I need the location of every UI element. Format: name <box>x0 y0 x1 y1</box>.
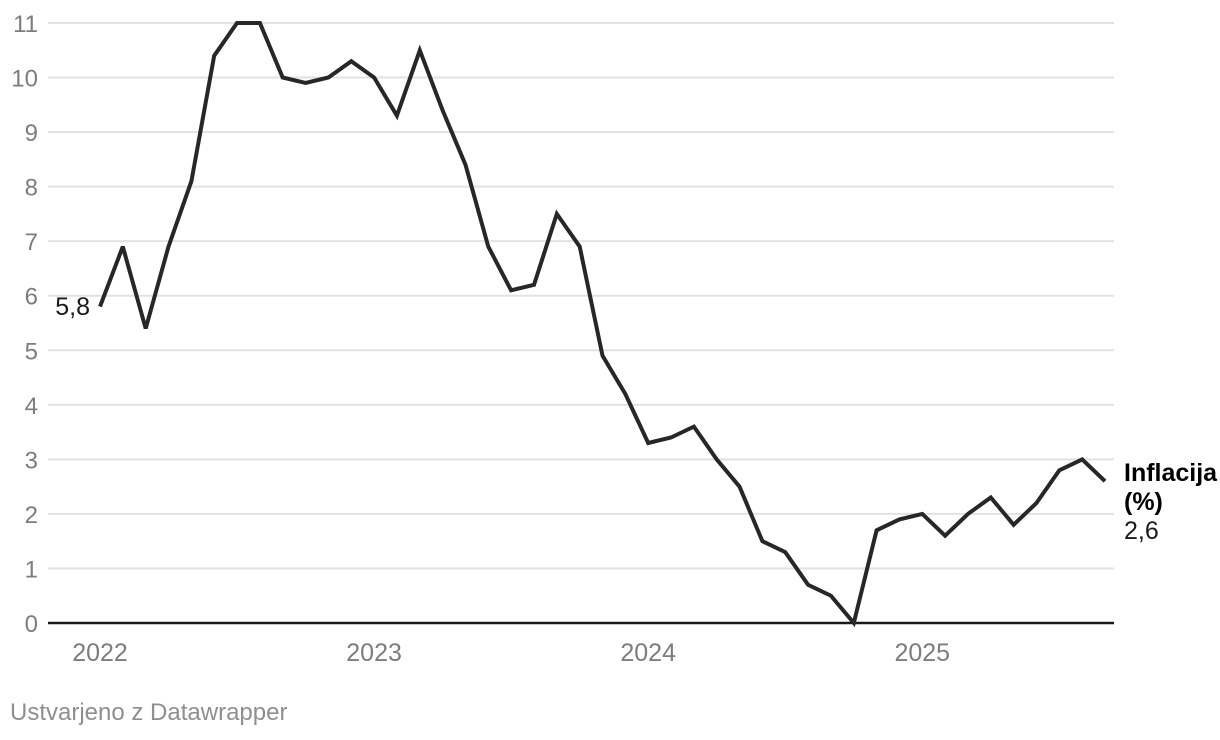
y-axis-label: 5 <box>25 338 38 365</box>
inflation-series-line <box>98 21 1107 628</box>
y-axis-label: 11 <box>13 11 38 38</box>
x-axis-label: 2025 <box>894 639 950 667</box>
series-end-annotation: Inflacija (%) 2,6 <box>1124 459 1217 546</box>
y-axis-label: 1 <box>25 556 38 583</box>
y-axis-label: 2 <box>25 502 38 529</box>
x-axis-label: 2024 <box>620 639 676 667</box>
datawrapper-attribution: Ustvarjeno z Datawrapper <box>10 699 288 726</box>
last-point-value-label: 2,6 <box>1124 517 1159 545</box>
y-axis-label: 10 <box>11 66 38 93</box>
series-unit-label: (%) <box>1124 488 1163 516</box>
y-axis-label: 8 <box>25 175 38 202</box>
y-axis-label: 0 <box>25 611 38 638</box>
series-name-label: Inflacija <box>1124 459 1218 487</box>
y-axis-label: 4 <box>25 393 38 420</box>
y-axis-label: 6 <box>25 284 38 311</box>
y-axis-label: 9 <box>25 120 38 147</box>
x-axis-label: 2022 <box>72 639 128 667</box>
first-point-value-label: 5,8 <box>55 293 90 321</box>
y-axis-label: 7 <box>25 229 38 256</box>
y-axis-label: 3 <box>25 447 38 474</box>
x-axis-label: 2023 <box>346 639 402 667</box>
